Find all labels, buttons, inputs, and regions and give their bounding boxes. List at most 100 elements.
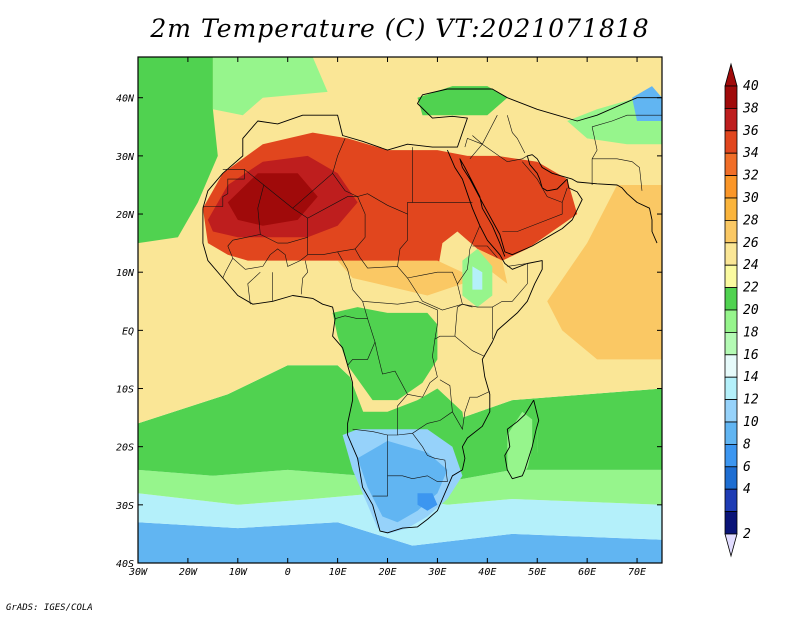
region-madagascar-east xyxy=(527,411,538,470)
colorbar-swatch xyxy=(724,152,738,176)
country-border xyxy=(591,126,598,185)
colorbar-swatch xyxy=(724,399,738,423)
region-congo-green xyxy=(332,307,438,401)
colorbar-label: 34 xyxy=(742,146,759,161)
coastline-africa xyxy=(202,149,543,534)
colorbar-swatch xyxy=(724,219,738,244)
country-border xyxy=(352,341,408,436)
country-border xyxy=(202,169,245,207)
country-border xyxy=(452,391,490,431)
colorbar-label: 14 xyxy=(743,370,759,385)
country-border xyxy=(561,187,568,203)
colorbar-swatch xyxy=(724,108,738,132)
country-border xyxy=(397,214,408,267)
colorbar-bottom-arrow xyxy=(724,533,738,558)
region-mediterranean-light-green xyxy=(212,57,328,116)
lat-tick-label: 20S xyxy=(116,443,134,454)
colorbar-label: 36 xyxy=(742,124,759,139)
colorbar-swatch xyxy=(724,466,738,490)
boundaries xyxy=(202,88,662,534)
grads-credit: GrADS: IGES/COLA xyxy=(6,603,93,613)
country-border xyxy=(492,263,528,308)
lat-tick-label: 20N xyxy=(116,210,135,221)
lon-tick-label: 20W xyxy=(179,567,198,578)
country-border xyxy=(332,147,413,215)
colorbar-label: 6 xyxy=(743,460,751,475)
colorbar-swatch xyxy=(724,264,738,289)
lat-tick-label: 30N xyxy=(115,152,135,163)
colorbar-swatch xyxy=(724,287,738,311)
country-border xyxy=(464,115,498,148)
lat-tick-label: 40S xyxy=(116,559,134,570)
lon-tick-label: 70E xyxy=(628,567,646,578)
country-border xyxy=(335,251,368,320)
country-border xyxy=(307,248,356,255)
colorbar-swatch xyxy=(724,85,738,109)
lat-tick-label: 40N xyxy=(116,94,135,105)
axis-ticks: 30W 20W 10W 0 10E 20E 30E 40E 50E 60E 70E 40N 30N 20N… xyxy=(115,57,662,578)
lat-tick-label: 10N xyxy=(116,268,135,279)
colorbar-swatch xyxy=(724,376,738,401)
region-sahara-deep xyxy=(227,173,318,226)
colorbar-label: 8 xyxy=(743,437,751,452)
colorbar-swatch xyxy=(724,443,738,468)
region-north-atlantic-green xyxy=(138,57,218,244)
country-border xyxy=(347,318,376,366)
country-border xyxy=(222,258,234,279)
colorbar-swatch xyxy=(724,175,738,199)
country-border xyxy=(507,115,526,154)
country-border xyxy=(227,237,309,270)
region-lesotho-cold xyxy=(417,493,438,511)
colorbar-label: 22 xyxy=(743,281,759,296)
country-border xyxy=(227,169,265,247)
country-border xyxy=(247,271,261,305)
colorbar-swatch xyxy=(724,511,738,535)
lon-tick-label: 10W xyxy=(229,567,248,578)
region-indian-ocean-orange xyxy=(547,185,662,360)
colorbar-label: 18 xyxy=(743,325,759,340)
colorbar-swatch xyxy=(724,488,738,513)
lon-tick-label: 30E xyxy=(427,567,446,578)
lat-tick-label: 10S xyxy=(116,385,134,396)
country-border xyxy=(407,376,438,398)
coastline-madagascar xyxy=(504,399,540,480)
colorbar-label: 2 xyxy=(743,527,751,542)
colorbar-label: 20 xyxy=(743,303,759,318)
country-border xyxy=(292,138,346,209)
colorbar-swatch xyxy=(724,242,738,266)
colorbar-swatch xyxy=(724,197,738,221)
colorbar-label: 12 xyxy=(743,393,759,408)
country-border xyxy=(407,271,463,305)
colorbar-swatch xyxy=(724,331,738,356)
lon-tick-label: 10E xyxy=(329,567,347,578)
colorbar-label: 32 xyxy=(742,169,759,184)
colorbar-label: 30 xyxy=(742,191,759,206)
country-border xyxy=(387,433,448,482)
region-anatolia-green xyxy=(417,86,508,116)
country-border xyxy=(362,300,438,377)
country-border xyxy=(592,114,662,128)
country-border xyxy=(457,225,481,284)
region-southern-ocean-cold xyxy=(138,522,662,563)
country-border xyxy=(482,143,528,163)
country-border xyxy=(469,135,483,159)
coastline-north xyxy=(202,88,662,209)
map-title: 2m Temperature (C) VT:2021071818 xyxy=(150,14,650,43)
country-border xyxy=(592,158,643,191)
country-border xyxy=(307,196,473,311)
colorbar-swatch xyxy=(724,421,738,445)
lon-tick-label: 50E xyxy=(528,567,546,578)
colorbar-label: 16 xyxy=(743,348,759,363)
lon-tick-label: 0 xyxy=(285,567,291,578)
colorbar: 40 38 36 34 32 30 28 26 24 22 20 18 16 14 12 10 8 6 4 2 xyxy=(724,62,759,558)
country-border xyxy=(502,161,563,232)
region-ethiopia-cool xyxy=(472,266,483,290)
lon-tick-label: 20E xyxy=(378,567,396,578)
plot-frame xyxy=(137,56,663,564)
coastline-arabia xyxy=(459,154,658,257)
country-border xyxy=(454,303,493,340)
colorbar-label: 24 xyxy=(743,258,759,273)
colorbar-label: 38 xyxy=(742,101,759,116)
temperature-field xyxy=(138,57,662,563)
region-levant-yellow xyxy=(457,121,473,151)
